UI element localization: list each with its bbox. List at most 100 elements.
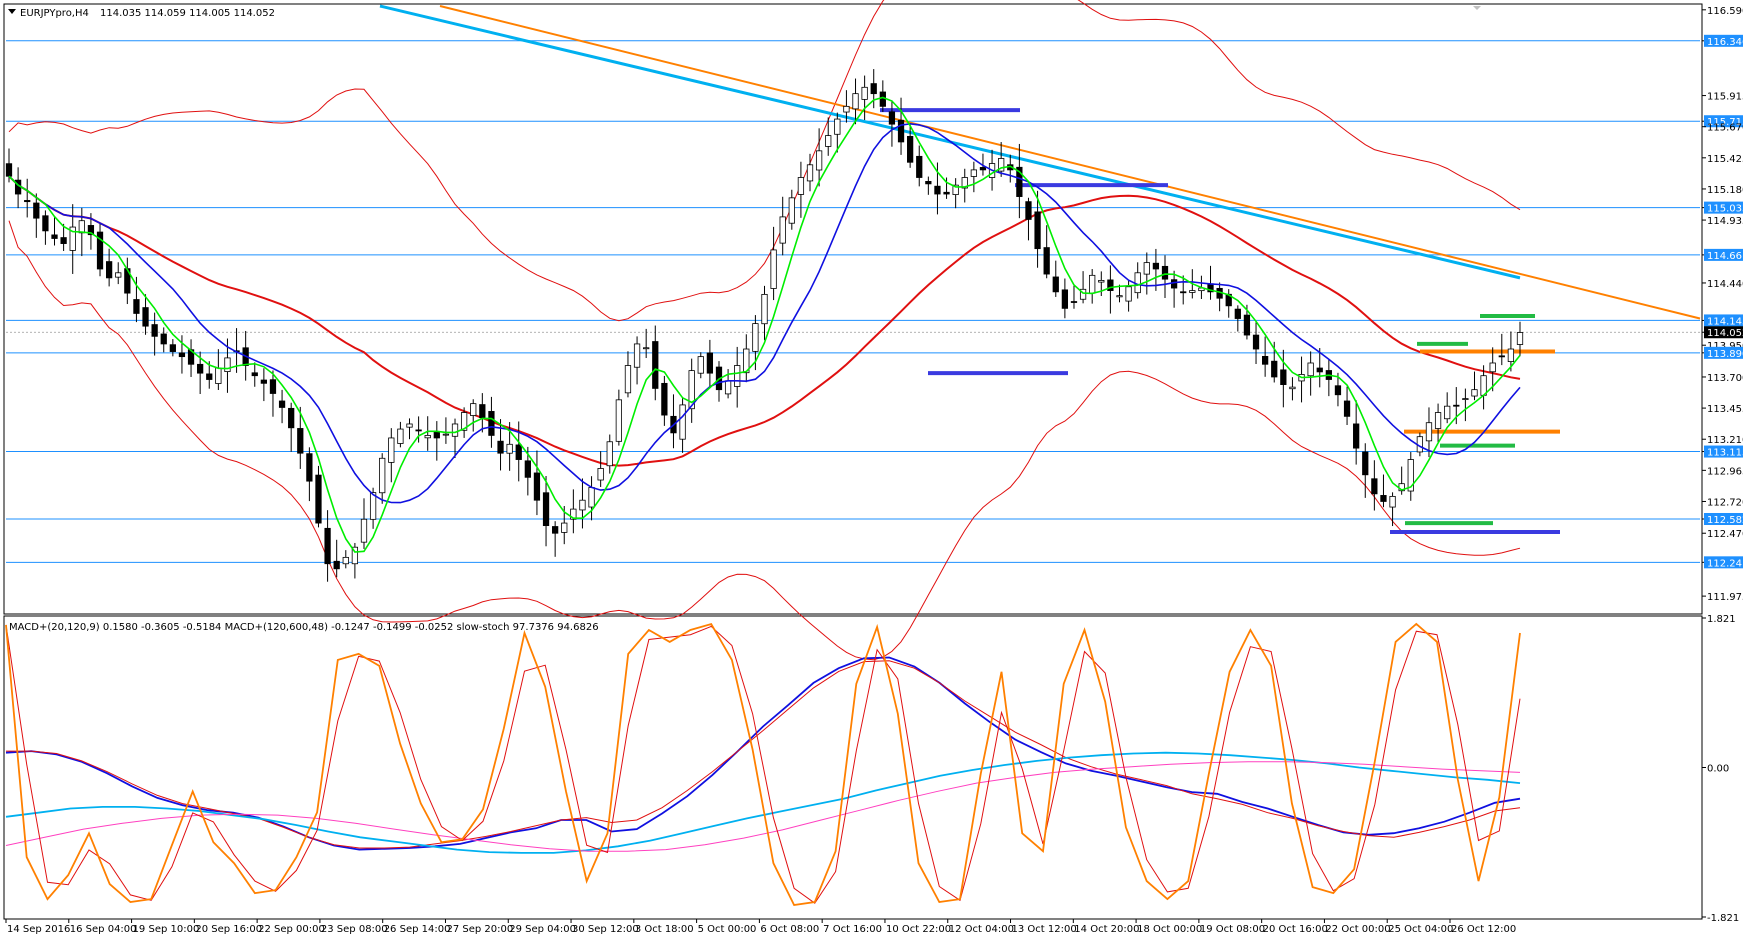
candle-body [1143,262,1150,275]
candle-body [1334,385,1342,396]
level-badge [1704,115,1743,128]
price-tick-label: 112.720 [1707,497,1743,508]
price-tick-label: 112.965 [1707,466,1743,477]
price-tick-label: 115.915 [1707,92,1743,103]
candle-body [488,411,495,436]
macd-line [5,656,1521,851]
candle-body [470,403,477,416]
indicator-axis: 1.821 0.00 -1.821 [1702,614,1739,924]
level-label: 116.346 [1707,37,1743,48]
lower-band [8,220,1521,661]
level-label: 115.713 [1707,117,1743,128]
stoch-signal-line [5,624,1521,904]
candle-body [1480,375,1487,396]
candle-body [961,177,968,189]
price-tick-label: 113.455 [1707,404,1743,415]
candle-body [1507,348,1515,362]
candle-body [515,444,522,460]
price-tick-label: 114.935 [1707,216,1743,227]
candle-body [606,441,613,467]
candle-body [1052,276,1059,293]
candle-body [770,249,777,289]
price-tick-label: 115.670 [1707,123,1743,134]
bollinger-bands [8,0,1521,661]
candle-body [460,412,468,431]
candle-body [169,344,176,352]
price-tick-label: 115.425 [1707,154,1743,165]
candle-body [379,457,386,494]
level-label: 114.145 [1707,316,1743,327]
candle-body [561,522,568,533]
price-tick-label: 113.950 [1707,341,1743,352]
level-badge [1704,201,1743,214]
candle-body [1380,495,1387,502]
level-badge [1704,34,1743,47]
candle-body [206,373,213,380]
scroll-marker-icon[interactable] [1473,6,1481,10]
candle-body [151,324,158,337]
candle-body [1353,423,1360,449]
candle-body [679,404,686,440]
indicator-tick-label: 1.821 [1707,614,1736,625]
candle-body [160,333,167,345]
time-label: 20 Sep 16:00 [195,924,262,935]
support-resistance-markers[interactable] [880,108,1560,534]
candle-body [178,352,186,358]
level-label: 112.582 [1707,515,1743,526]
candle-body [815,150,823,171]
candle-body [115,272,122,278]
candle-body [78,220,85,234]
candle-body [397,428,404,444]
candle-body [1489,362,1496,373]
candle-body [1125,286,1132,302]
candle-body [633,343,641,368]
time-label: 19 Oct 08:00 [1200,924,1265,935]
level-label: 113.890 [1707,349,1743,360]
stoch-line [5,622,1521,906]
candle-body [1061,289,1069,309]
time-label: 22 Sep 00:00 [258,924,325,935]
candle-body [479,404,486,419]
level-badge [1704,346,1743,359]
candle-body [224,357,231,372]
candle-body [133,299,140,314]
time-label: 29 Sep 04:00 [509,924,576,935]
candle-body [1407,459,1414,492]
candle-body [1134,272,1141,294]
ohlc-values: 114.035 114.059 114.005 114.052 [100,8,275,19]
candle-body [806,164,814,182]
candle-body [1098,280,1105,283]
candle-body [1252,334,1260,350]
time-label: 12 Oct 04:00 [949,924,1014,935]
candle-body [1089,274,1096,294]
candle-body [1161,265,1169,280]
candle-body [843,105,850,113]
price-panel-frame [3,3,1703,615]
indicator-legend: MACD+(20,120,9) 0.1580 -0.3605 -0.5184 M… [9,622,599,633]
time-label: 23 Sep 08:00 [321,924,388,935]
time-label: 30 Sep 12:00 [572,924,639,935]
time-label: 10 Oct 22:00 [886,924,951,935]
time-label: 13 Oct 12:00 [1012,924,1077,935]
time-label: 14 Oct 20:00 [1074,924,1139,935]
time-label: 19 Sep 10:00 [133,924,200,935]
candle-body [643,347,650,350]
orange-trendline [439,5,1701,320]
time-label: 20 Oct 16:00 [1263,924,1328,935]
candle-body [33,202,40,219]
dropdown-arrow-icon[interactable] [8,9,16,14]
candle-body [652,341,659,389]
candle-body [1516,332,1524,345]
candle-body [588,487,595,508]
level-label: 113.113 [1707,448,1743,459]
candle-body [360,518,368,543]
macd-line [5,751,1521,854]
level-badge [1704,556,1743,569]
candle-body [1434,412,1442,429]
candle-body [388,437,395,463]
candle-body [943,191,950,195]
green-ma-line [8,96,1521,553]
price-tick-label: 112.470 [1707,529,1743,540]
